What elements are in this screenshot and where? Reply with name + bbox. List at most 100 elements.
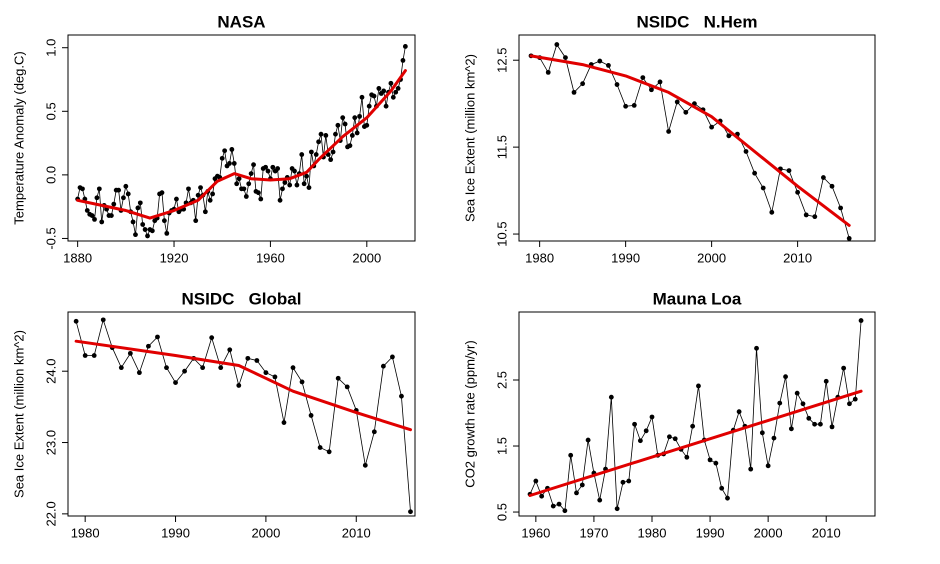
data-point (236, 176, 242, 182)
data-point (136, 370, 142, 376)
data-point (765, 463, 771, 469)
y-tick-label: 12.5 (494, 48, 509, 73)
data-point (357, 113, 362, 119)
data-point (193, 218, 199, 224)
x-tick-label: 1990 (161, 525, 190, 540)
data-point (539, 493, 545, 499)
data-point (771, 435, 777, 441)
data-point (231, 161, 237, 166)
data-point (786, 168, 792, 173)
data-line (77, 46, 406, 238)
x-tick-label: 2010 (783, 250, 812, 265)
x-tick-label: 2000 (352, 250, 381, 265)
data-point (323, 133, 329, 138)
data-point (195, 192, 201, 198)
data-point (568, 452, 574, 458)
data-point (390, 354, 395, 360)
data-point (328, 157, 334, 163)
data-point (318, 131, 324, 137)
data-point (632, 421, 637, 427)
data-point (210, 191, 215, 197)
data-point (400, 58, 406, 63)
data-point (236, 383, 242, 388)
data-point (376, 86, 382, 91)
data-point (308, 413, 314, 418)
data-point (280, 186, 285, 192)
data-point (265, 168, 271, 174)
data-point (335, 375, 341, 381)
data-point (287, 182, 293, 188)
data-point (580, 81, 586, 87)
data-point (674, 99, 680, 105)
data-point (127, 350, 133, 356)
data-point (290, 365, 296, 371)
y-axis-label: Sea Ice Extent (million km^2) (11, 330, 26, 498)
data-point (371, 429, 377, 435)
data-point (333, 131, 338, 137)
panel: NSIDC Global Sea Ice Extent (million km^2… (11, 289, 416, 540)
data-point (340, 115, 346, 121)
data-point (229, 147, 235, 152)
panel: Mauna Loa CO2 growth rate (ppm/yr) 1960 197… (462, 289, 876, 540)
data-point (294, 182, 300, 188)
data-point (161, 218, 167, 224)
data-point (574, 490, 579, 496)
data-point (308, 149, 314, 155)
data-point (218, 365, 224, 371)
data-point (533, 478, 539, 484)
x-tick-label: 2000 (697, 250, 726, 265)
data-point (80, 186, 85, 192)
data-point (130, 219, 136, 225)
data-point (209, 335, 215, 341)
data-point (748, 466, 754, 472)
data-point (94, 195, 100, 201)
data-point (121, 195, 126, 201)
data-point (92, 216, 97, 222)
data-point (159, 190, 165, 196)
data-point (292, 168, 297, 174)
panel-title: NSIDC Global (182, 289, 302, 308)
y-tick-label: 10.5 (494, 221, 509, 246)
trend-line (529, 54, 851, 227)
data-point (146, 343, 151, 349)
data-point (299, 152, 305, 157)
data-point (96, 186, 102, 192)
plot-frame (518, 311, 876, 517)
data-point (649, 414, 655, 420)
data-point (777, 400, 783, 406)
data-point (137, 200, 143, 206)
data-point (585, 437, 591, 443)
data-point (562, 508, 568, 514)
data-point (335, 122, 341, 128)
data-point (725, 495, 730, 501)
y-tick-label: 23.0 (43, 430, 58, 455)
data-point (736, 409, 742, 415)
data-point (754, 345, 759, 351)
data-point (643, 428, 649, 434)
data-point (248, 171, 254, 177)
trend-line (74, 339, 412, 432)
y-tick-label: 1.5 (494, 437, 509, 455)
data-point (783, 374, 788, 380)
x-tick-label: 1970 (579, 525, 608, 540)
data-point (108, 213, 114, 218)
data-point (829, 424, 835, 430)
data-point (667, 434, 672, 440)
data-point (272, 374, 278, 380)
data-point (743, 149, 749, 154)
data-point (118, 365, 124, 371)
data-point (255, 190, 261, 196)
plot-frame (67, 311, 416, 517)
data-point (823, 378, 829, 384)
data-point (684, 454, 690, 460)
data-point (116, 187, 122, 193)
data-point (299, 379, 305, 385)
data-point (713, 460, 719, 466)
data-point (390, 94, 396, 100)
y-tick-label: 24.0 (43, 359, 58, 384)
data-point (301, 181, 307, 187)
panel-title: Mauna Loa (653, 289, 742, 308)
data-point (597, 58, 603, 64)
data-point (73, 318, 79, 324)
data-point (812, 421, 818, 427)
